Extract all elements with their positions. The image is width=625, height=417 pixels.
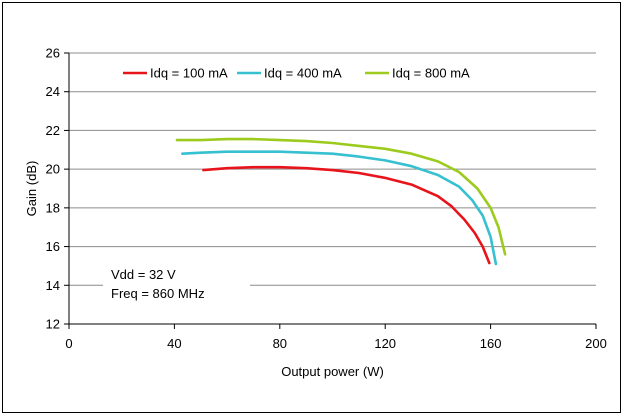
legend: Idq = 100 mA Idq = 400 mA Idq = 800 mA — [123, 66, 470, 81]
y-tick-label-18: 18 — [46, 200, 60, 215]
annotation-freq: Freq = 860 MHz — [111, 286, 205, 301]
series-lines — [175, 137, 507, 266]
y-tick-label-16: 16 — [46, 239, 60, 254]
y-tick-label-24: 24 — [46, 84, 60, 99]
annotation-background — [103, 262, 250, 306]
axes — [64, 52, 597, 329]
y-tick-label-14: 14 — [46, 278, 60, 293]
annotation-vdd: Vdd = 32 V — [111, 267, 176, 282]
series-line-2 — [181, 150, 498, 266]
y-tick-label-26: 26 — [46, 46, 60, 61]
legend-label-2: Idq = 400 mA — [264, 66, 342, 81]
series-line-1 — [202, 165, 491, 265]
x-tick-label-40: 40 — [167, 336, 181, 351]
legend-label-3: Idq = 800 mA — [392, 66, 470, 81]
y-tick-label-20: 20 — [46, 162, 60, 177]
x-axis-title: Output power (W) — [281, 364, 384, 379]
x-tick-label-80: 80 — [273, 336, 287, 351]
x-tick-labels: 0 40 80 120 160 200 — [65, 336, 606, 351]
y-axis-title: Gain (dB) — [24, 161, 39, 217]
x-tick-label-200: 200 — [585, 336, 607, 351]
x-tick-label-0: 0 — [65, 336, 72, 351]
series-line-3 — [175, 137, 507, 256]
x-tick-label-160: 160 — [480, 336, 502, 351]
legend-label-1: Idq = 100 mA — [150, 66, 228, 81]
x-tick-label-120: 120 — [374, 336, 396, 351]
y-tick-label-12: 12 — [46, 317, 60, 332]
y-tick-label-22: 22 — [46, 123, 60, 138]
y-tick-labels: 12 14 16 18 20 22 24 26 — [46, 46, 60, 332]
